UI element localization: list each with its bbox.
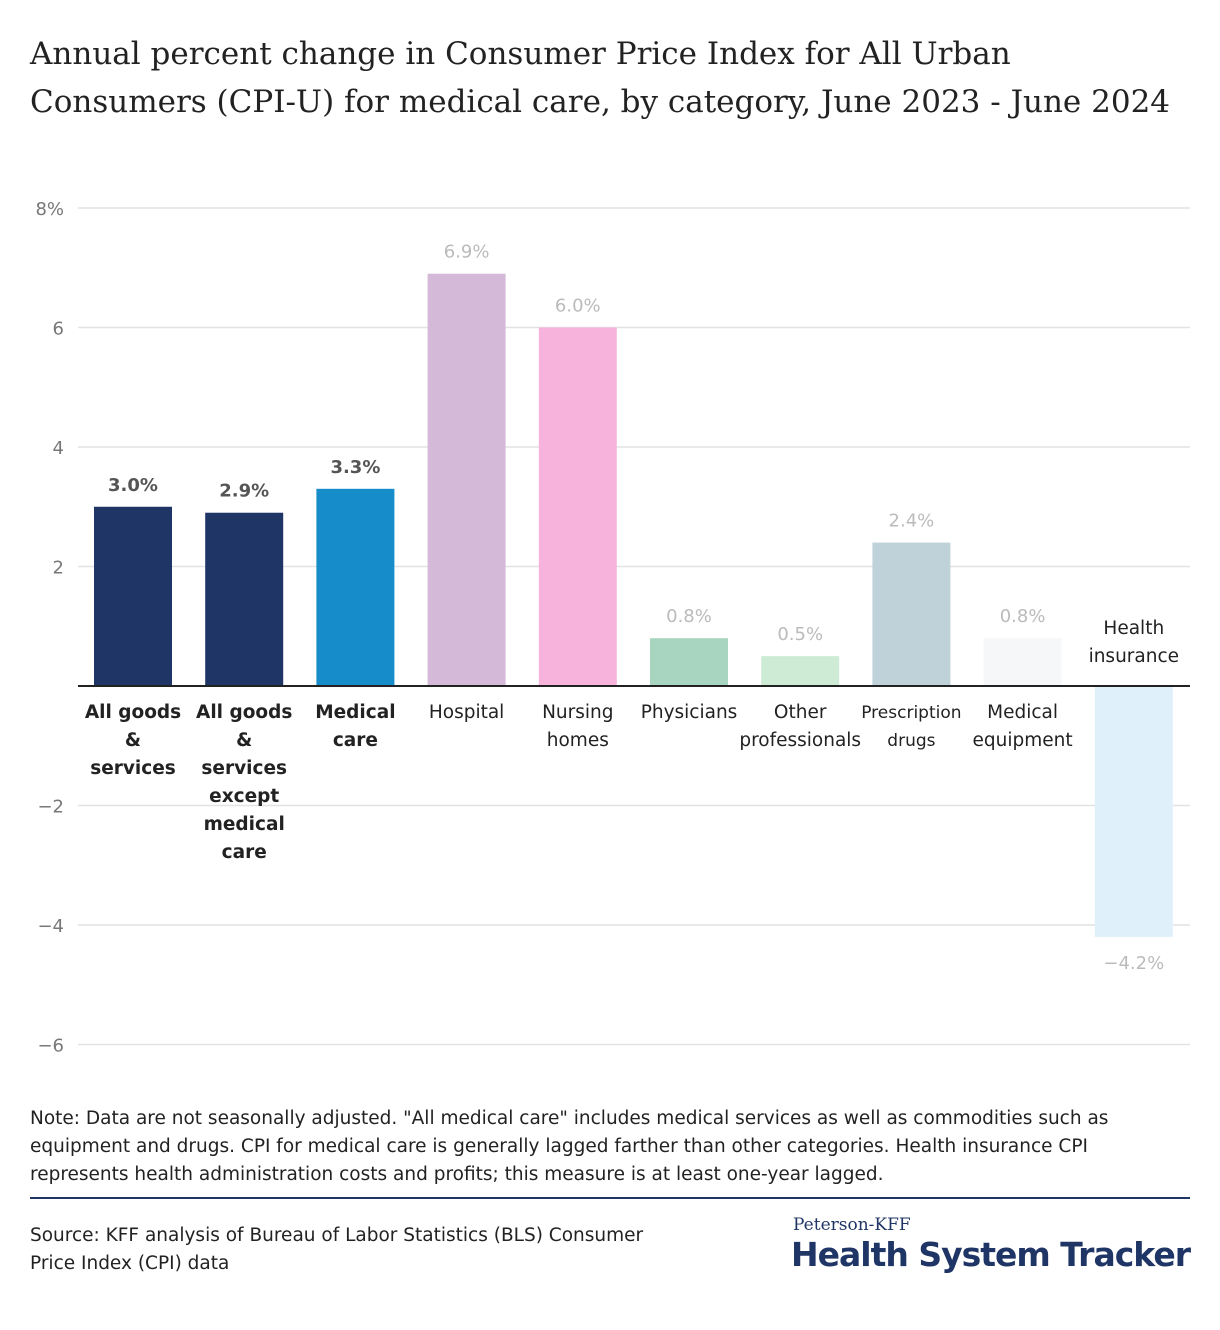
x-category-label: Health insurance	[1089, 618, 1179, 667]
bar	[650, 638, 728, 686]
logo: Peterson-KFF Health System Tracker	[791, 1215, 1191, 1275]
bar	[983, 638, 1062, 686]
data-label: 3.3%	[330, 457, 380, 478]
chart-source: Source: KFF analysis of Bureau of Labor …	[30, 1225, 644, 1274]
y-tick-label: −6	[37, 1036, 64, 1057]
data-label: 0.5%	[777, 624, 823, 645]
x-category-label: Hospital	[429, 702, 504, 723]
chart-note: Note: Data are not seasonally adjusted. …	[30, 1108, 1109, 1185]
chart-title: Annual percent change in Consumer Price …	[30, 36, 1171, 120]
logo-line1: Peterson-KFF	[793, 1215, 911, 1235]
bar	[538, 327, 617, 686]
x-category-label: Medical care	[315, 702, 395, 751]
bar	[1094, 686, 1173, 937]
data-label: −4.2%	[1103, 953, 1164, 974]
bar-chart: 8% 6 4 2 −2 −4 −6 3.0% All goods & services 2.9% All…	[35, 199, 1190, 1057]
y-tick-label: −4	[37, 916, 64, 937]
data-label: 2.9%	[219, 481, 269, 502]
x-category-label: All goods & services	[85, 702, 181, 779]
x-category-label: Medical equipment	[973, 702, 1073, 751]
bar	[316, 488, 395, 686]
y-tick-label: 4	[53, 438, 64, 459]
divider	[30, 1197, 1190, 1199]
data-label: 0.8%	[666, 606, 712, 627]
data-label: 6.0%	[555, 296, 601, 317]
bar	[205, 512, 284, 686]
x-category-label: Physicians	[641, 702, 738, 723]
x-category-label: Prescription drugs	[861, 703, 961, 751]
data-label: 3.0%	[108, 475, 158, 496]
y-tick-label: 2	[53, 558, 64, 579]
bar	[761, 656, 840, 686]
x-category-label: All goods & services except medical care	[196, 702, 292, 863]
bar	[94, 506, 172, 686]
bar	[872, 542, 951, 686]
data-label: 0.8%	[1000, 606, 1046, 627]
y-tick-label: 6	[53, 319, 64, 340]
x-category-label: Nursing homes	[542, 702, 613, 751]
y-tick-label: 8%	[35, 199, 64, 220]
x-category-label: Other professionals	[739, 702, 861, 751]
data-label: 2.4%	[889, 511, 935, 532]
data-label: 6.9%	[444, 242, 490, 263]
bar	[427, 273, 506, 686]
y-tick-label: −2	[37, 797, 64, 818]
logo-line2: Health System Tracker	[791, 1235, 1191, 1274]
